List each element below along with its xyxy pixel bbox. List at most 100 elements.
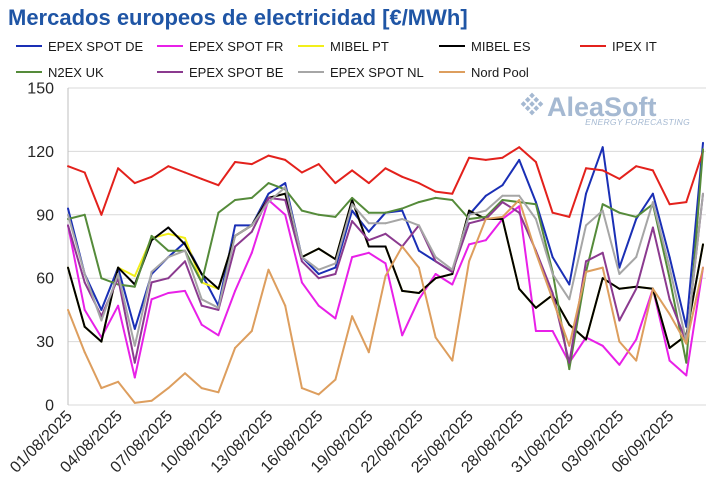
data-point-n2ex-uk bbox=[635, 215, 638, 218]
data-point-mibel-es bbox=[217, 287, 220, 290]
data-point-epex-spot-nl bbox=[434, 256, 437, 259]
data-point-nord-pool bbox=[317, 393, 320, 396]
data-point-nord-pool bbox=[534, 251, 537, 254]
data-point-epex-spot-nl bbox=[83, 273, 86, 275]
data-point-ipex-it bbox=[334, 182, 337, 185]
data-point-mibel-es bbox=[100, 340, 103, 343]
data-point-epex-spot-be bbox=[234, 245, 237, 248]
data-point-ipex-it bbox=[100, 213, 103, 216]
data-point-ipex-it bbox=[267, 154, 270, 157]
data-point-ipex-it bbox=[685, 201, 688, 204]
data-point-nord-pool bbox=[601, 266, 604, 269]
data-point-mibel-pt bbox=[133, 275, 136, 278]
data-point-nord-pool bbox=[618, 340, 621, 343]
data-point-n2ex-uk bbox=[702, 148, 704, 151]
data-point-ipex-it bbox=[300, 171, 303, 174]
data-point-mibel-es bbox=[601, 277, 604, 280]
data-point-epex-spot-be bbox=[668, 298, 671, 301]
legend-swatch bbox=[580, 45, 606, 47]
data-point-epex-spot-be bbox=[167, 277, 170, 280]
data-point-n2ex-uk bbox=[300, 209, 303, 212]
data-point-nord-pool bbox=[651, 287, 654, 290]
data-point-epex-spot-be bbox=[217, 308, 220, 311]
data-point-epex-spot-de bbox=[702, 141, 704, 144]
data-point-mibel-es bbox=[501, 218, 504, 220]
data-point-epex-spot-nl bbox=[651, 201, 654, 204]
data-point-ipex-it bbox=[468, 156, 471, 159]
chart-title: Mercados europeos de electricidad [€/MWh… bbox=[8, 5, 468, 30]
data-point-epex-spot-be bbox=[468, 222, 471, 225]
data-point-mibel-es bbox=[702, 243, 704, 246]
data-point-n2ex-uk bbox=[568, 368, 571, 371]
y-tick-label: 30 bbox=[36, 334, 54, 351]
data-point-epex-spot-nl bbox=[150, 270, 153, 273]
data-point-epex-spot-nl bbox=[601, 209, 604, 212]
watermark-brand: AleaSoft bbox=[547, 92, 657, 122]
data-point-mibel-es bbox=[417, 292, 420, 294]
data-point-epex-spot-fr bbox=[434, 273, 437, 275]
data-point-n2ex-uk bbox=[618, 211, 621, 214]
data-point-mibel-es bbox=[451, 273, 454, 275]
data-point-epex-spot-fr bbox=[618, 363, 621, 366]
legend-item-epex-spot-fr: EPEX SPOT FR bbox=[153, 33, 294, 59]
data-point-epex-spot-nl bbox=[317, 268, 320, 271]
data-point-epex-spot-de bbox=[651, 192, 654, 195]
data-point-epex-spot-nl bbox=[484, 209, 487, 212]
data-point-epex-spot-nl bbox=[568, 298, 571, 301]
legend-swatch bbox=[16, 71, 42, 73]
data-point-nord-pool bbox=[451, 359, 454, 362]
data-point-mibel-es bbox=[468, 209, 471, 212]
data-point-ipex-it bbox=[200, 177, 203, 180]
legend-label: EPEX SPOT NL bbox=[330, 64, 424, 80]
data-point-epex-spot-be bbox=[250, 230, 253, 233]
data-point-ipex-it bbox=[501, 156, 504, 159]
data-point-epex-spot-fr bbox=[250, 251, 253, 254]
data-point-n2ex-uk bbox=[417, 201, 420, 204]
data-point-epex-spot-nl bbox=[267, 201, 270, 204]
data-point-n2ex-uk bbox=[401, 207, 404, 210]
legend-label: EPEX SPOT FR bbox=[189, 38, 284, 54]
data-point-epex-spot-fr bbox=[351, 256, 354, 259]
data-point-n2ex-uk bbox=[167, 249, 170, 252]
x-axis: 01/08/202504/08/202507/08/202510/08/2025… bbox=[7, 408, 677, 477]
data-point-ipex-it bbox=[284, 158, 287, 161]
data-point-epex-spot-de bbox=[351, 209, 354, 212]
data-point-nord-pool bbox=[668, 313, 671, 316]
data-point-epex-spot-nl bbox=[217, 306, 220, 309]
legend-swatch bbox=[157, 45, 183, 47]
y-tick-label: 90 bbox=[36, 207, 54, 224]
data-point-ipex-it bbox=[351, 169, 354, 172]
data-point-mibel-es bbox=[184, 243, 186, 246]
data-point-epex-spot-nl bbox=[234, 234, 237, 237]
data-point-nord-pool bbox=[484, 218, 487, 220]
data-point-n2ex-uk bbox=[501, 199, 504, 201]
data-point-epex-spot-de bbox=[668, 256, 671, 259]
data-point-epex-spot-fr bbox=[417, 298, 420, 301]
data-point-n2ex-uk bbox=[601, 203, 604, 206]
data-point-mibel-es bbox=[200, 273, 203, 275]
data-point-epex-spot-nl bbox=[351, 203, 354, 206]
data-point-epex-spot-de bbox=[317, 273, 320, 275]
data-point-epex-spot-be bbox=[367, 239, 370, 242]
data-point-epex-spot-be bbox=[451, 270, 454, 273]
data-point-epex-spot-be bbox=[518, 211, 521, 214]
data-point-epex-spot-nl bbox=[284, 186, 287, 189]
y-tick-label: 0 bbox=[45, 398, 54, 415]
data-point-nord-pool bbox=[635, 359, 638, 362]
data-point-epex-spot-fr bbox=[601, 344, 604, 347]
data-point-epex-spot-nl bbox=[250, 224, 253, 227]
data-point-n2ex-uk bbox=[100, 277, 103, 280]
data-point-epex-spot-nl bbox=[468, 213, 471, 216]
data-point-epex-spot-de bbox=[401, 209, 404, 212]
legend-item-n2ex-uk: N2EX UK bbox=[12, 59, 153, 85]
data-point-epex-spot-nl bbox=[518, 194, 521, 197]
data-point-ipex-it bbox=[67, 165, 69, 168]
data-point-mibel-es bbox=[518, 287, 521, 290]
data-point-epex-spot-nl bbox=[367, 222, 370, 225]
data-point-epex-spot-fr bbox=[284, 213, 287, 216]
legend-item-mibel-pt: MIBEL PT bbox=[294, 33, 435, 59]
watermark-tagline: ENERGY FORECASTING bbox=[585, 117, 690, 127]
legend-label: EPEX SPOT BE bbox=[189, 64, 284, 80]
data-point-epex-spot-de bbox=[518, 158, 521, 161]
data-point-epex-spot-fr bbox=[234, 289, 237, 292]
